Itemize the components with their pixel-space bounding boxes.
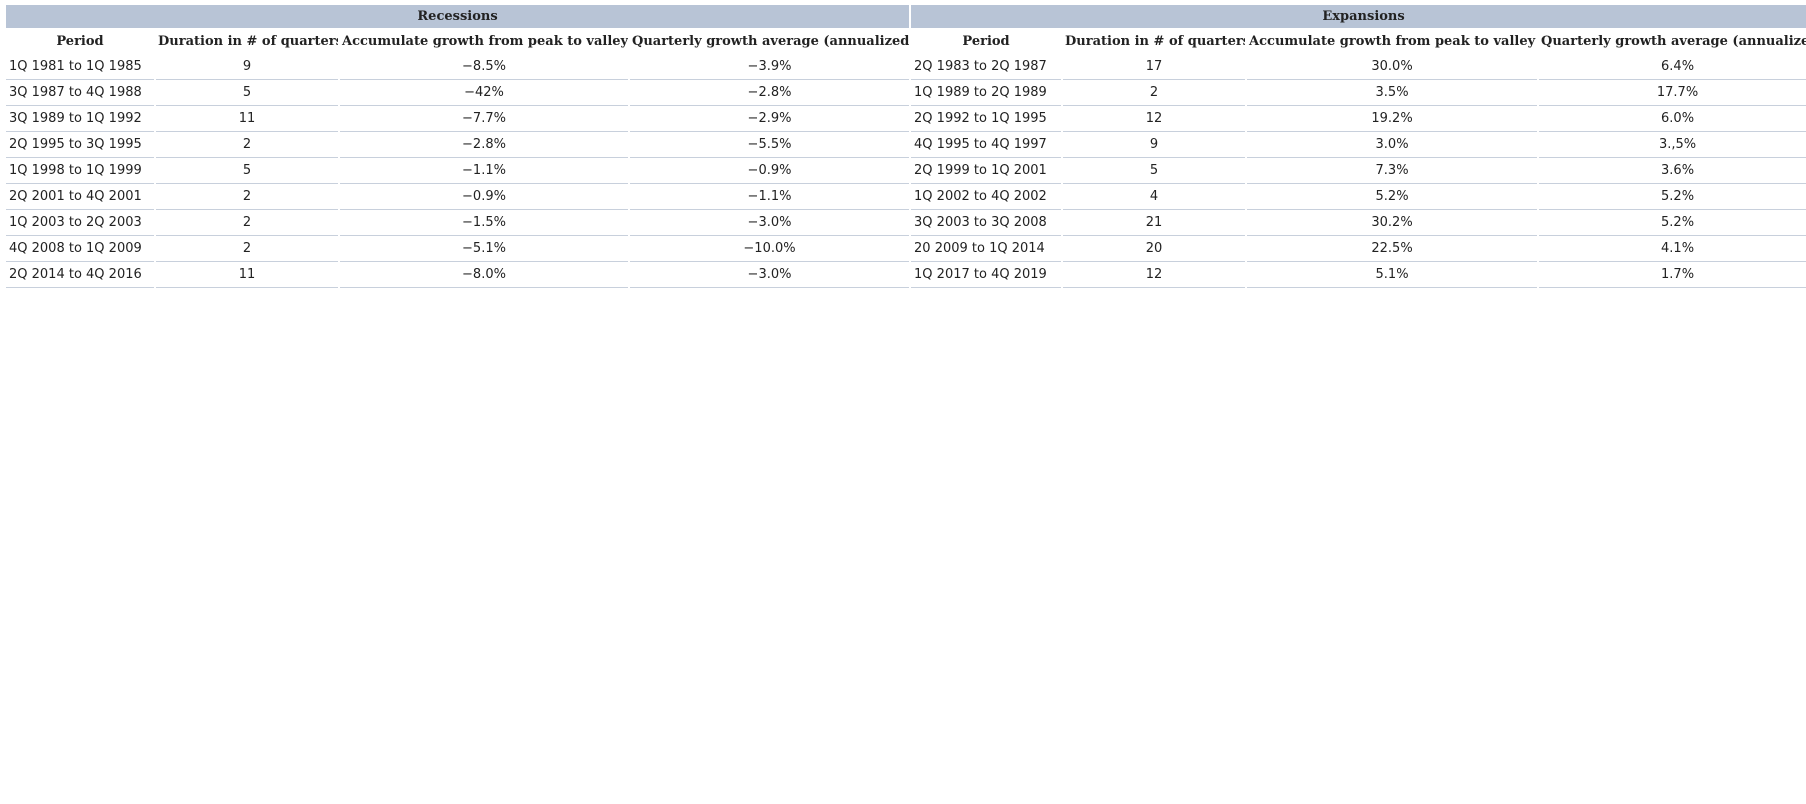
value-cell: 19.2% bbox=[1247, 106, 1538, 132]
table-row: 3Q 1989 to 1Q 1992 11 −7.7% −2.9% 2Q 1992 to… bbox=[6, 106, 1806, 132]
value-cell: 12 bbox=[1063, 106, 1246, 132]
value-cell: 4 bbox=[1063, 184, 1246, 210]
value-cell: −2.9% bbox=[630, 106, 910, 132]
group-header: Expansions bbox=[911, 5, 1806, 28]
group-row: Recessions Expansions bbox=[6, 5, 1806, 28]
value-cell: −1.1% bbox=[340, 158, 628, 184]
value-cell: −3.0% bbox=[630, 262, 910, 288]
value-cell: 30.2% bbox=[1247, 210, 1538, 236]
value-cell: −8.5% bbox=[340, 54, 628, 80]
period-cell: 1Q 1981 to 1Q 1985 bbox=[6, 54, 154, 80]
table-body: 1Q 1981 to 1Q 1985 9 −8.5% −3.9% 2Q 1983 to … bbox=[6, 54, 1806, 288]
value-cell: 4.1% bbox=[1539, 236, 1806, 262]
value-cell: 5 bbox=[1063, 158, 1246, 184]
value-cell: 17 bbox=[1063, 54, 1246, 80]
value-cell: −7.7% bbox=[340, 106, 628, 132]
period-cell: 1Q 2003 to 2Q 2003 bbox=[6, 210, 154, 236]
value-cell: 21 bbox=[1063, 210, 1246, 236]
period-cell: 1Q 2002 to 4Q 2002 bbox=[911, 184, 1062, 210]
value-cell: 11 bbox=[156, 262, 338, 288]
value-cell: 3.,5% bbox=[1539, 132, 1806, 158]
column-header: Accumulate growth from peak to valley bbox=[342, 33, 628, 49]
value-cell: 17.7% bbox=[1539, 80, 1806, 106]
value-cell: −2.8% bbox=[630, 80, 910, 106]
period-cell: 4Q 1995 to 4Q 1997 bbox=[911, 132, 1062, 158]
column-header: Period bbox=[962, 33, 1010, 49]
value-cell: 2 bbox=[156, 236, 338, 262]
column-header: Period bbox=[56, 33, 104, 49]
value-cell: −10.0% bbox=[630, 236, 910, 262]
value-cell: 1.7% bbox=[1539, 262, 1806, 288]
growth-table: Recessions Expansions Period Duration in … bbox=[4, 5, 1806, 288]
table-row: 3Q 1987 to 4Q 1988 5 −42% −2.8% 1Q 1989 to 2… bbox=[6, 80, 1806, 106]
period-cell: 2Q 2014 to 4Q 2016 bbox=[6, 262, 154, 288]
value-cell: −3.9% bbox=[630, 54, 910, 80]
value-cell: 7.3% bbox=[1247, 158, 1538, 184]
column-header: Accumulate growth from peak to valley bbox=[1249, 33, 1536, 49]
value-cell: −1.5% bbox=[340, 210, 628, 236]
value-cell: −5.5% bbox=[630, 132, 910, 158]
value-cell: 2 bbox=[156, 184, 338, 210]
value-cell: 11 bbox=[156, 106, 338, 132]
table-row: 4Q 2008 to 1Q 2009 2 −5.1% −10.0% 20 2009 to… bbox=[6, 236, 1806, 262]
column-row: Period Duration in # of quarters Accumulat… bbox=[6, 28, 1806, 54]
table-row: 2Q 1995 to 3Q 1995 2 −2.8% −5.5% 4Q 1995 to … bbox=[6, 132, 1806, 158]
period-cell: 2Q 1995 to 3Q 1995 bbox=[6, 132, 154, 158]
value-cell: 2 bbox=[156, 132, 338, 158]
value-cell: 3.0% bbox=[1247, 132, 1538, 158]
value-cell: −3.0% bbox=[630, 210, 910, 236]
period-cell: 3Q 2003 to 3Q 2008 bbox=[911, 210, 1062, 236]
column-header: Quarterly growth average (annualized) bbox=[1541, 33, 1806, 49]
value-cell: −0.9% bbox=[340, 184, 628, 210]
value-cell: 3.6% bbox=[1539, 158, 1806, 184]
period-cell: 2Q 2001 to 4Q 2001 bbox=[6, 184, 154, 210]
period-cell: 20 2009 to 1Q 2014 bbox=[911, 236, 1062, 262]
value-cell: 5.1% bbox=[1247, 262, 1538, 288]
period-cell: 3Q 1987 to 4Q 1988 bbox=[6, 80, 154, 106]
value-cell: 5 bbox=[156, 158, 338, 184]
value-cell: 22.5% bbox=[1247, 236, 1538, 262]
value-cell: 6.4% bbox=[1539, 54, 1806, 80]
period-cell: 2Q 1983 to 2Q 1987 bbox=[911, 54, 1062, 80]
table-row: 2Q 2001 to 4Q 2001 2 −0.9% −1.1% 1Q 2002 to … bbox=[6, 184, 1806, 210]
table-row: 1Q 1981 to 1Q 1985 9 −8.5% −3.9% 2Q 1983 to … bbox=[6, 54, 1806, 80]
period-cell: 1Q 2017 to 4Q 2019 bbox=[911, 262, 1062, 288]
period-cell: 2Q 1992 to 1Q 1995 bbox=[911, 106, 1062, 132]
group-header: Recessions bbox=[6, 5, 910, 28]
column-header: Quarterly growth average (annualized) bbox=[632, 33, 910, 49]
value-cell: −2.8% bbox=[340, 132, 628, 158]
value-cell: 2 bbox=[156, 210, 338, 236]
value-cell: −42% bbox=[340, 80, 628, 106]
value-cell: 5.2% bbox=[1539, 210, 1806, 236]
value-cell: 6.0% bbox=[1539, 106, 1806, 132]
value-cell: −0.9% bbox=[630, 158, 910, 184]
value-cell: 3.5% bbox=[1247, 80, 1538, 106]
value-cell: 20 bbox=[1063, 236, 1246, 262]
value-cell: 5.2% bbox=[1539, 184, 1806, 210]
period-cell: 1Q 1989 to 2Q 1989 bbox=[911, 80, 1062, 106]
period-cell: 1Q 1998 to 1Q 1999 bbox=[6, 158, 154, 184]
period-cell: 3Q 1989 to 1Q 1992 bbox=[6, 106, 154, 132]
table-row: 1Q 1998 to 1Q 1999 5 −1.1% −0.9% 2Q 1999 to … bbox=[6, 158, 1806, 184]
value-cell: −1.1% bbox=[630, 184, 910, 210]
table-row: 1Q 2003 to 2Q 2003 2 −1.5% −3.0% 3Q 2003 to … bbox=[6, 210, 1806, 236]
table-row: 2Q 2014 to 4Q 2016 11 −8.0% −3.0% 1Q 2017 to… bbox=[6, 262, 1806, 288]
value-cell: 12 bbox=[1063, 262, 1246, 288]
value-cell: 2 bbox=[1063, 80, 1246, 106]
value-cell: 9 bbox=[156, 54, 338, 80]
table-head: Recessions Expansions Period Duration in … bbox=[6, 5, 1806, 54]
column-header: Duration in # of quarters bbox=[1065, 33, 1246, 49]
value-cell: 9 bbox=[1063, 132, 1246, 158]
value-cell: −8.0% bbox=[340, 262, 628, 288]
period-cell: 2Q 1999 to 1Q 2001 bbox=[911, 158, 1062, 184]
value-cell: 5 bbox=[156, 80, 338, 106]
value-cell: −5.1% bbox=[340, 236, 628, 262]
period-cell: 4Q 2008 to 1Q 2009 bbox=[6, 236, 154, 262]
value-cell: 5.2% bbox=[1247, 184, 1538, 210]
column-header: Duration in # of quarters bbox=[158, 33, 338, 49]
value-cell: 30.0% bbox=[1247, 54, 1538, 80]
